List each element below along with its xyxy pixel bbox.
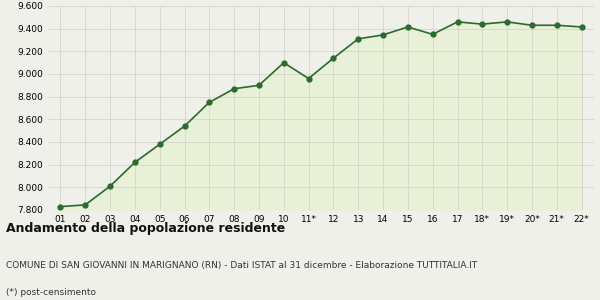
Text: Andamento della popolazione residente: Andamento della popolazione residente	[6, 222, 285, 235]
Text: (*) post-censimento: (*) post-censimento	[6, 288, 96, 297]
Text: COMUNE DI SAN GIOVANNI IN MARIGNANO (RN) - Dati ISTAT al 31 dicembre - Elaborazi: COMUNE DI SAN GIOVANNI IN MARIGNANO (RN)…	[6, 261, 477, 270]
